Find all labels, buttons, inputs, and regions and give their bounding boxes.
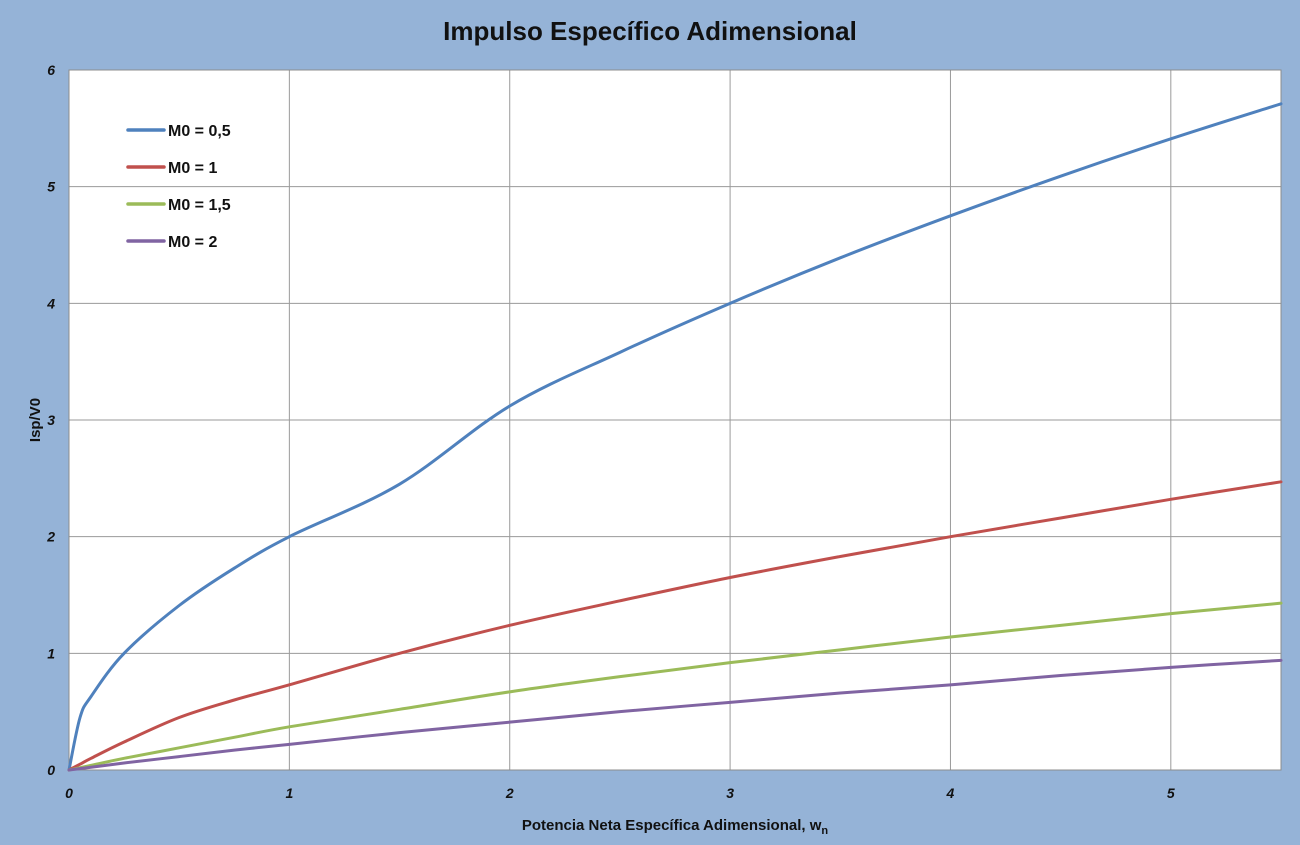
x-tick-label: 2 [505, 785, 514, 801]
y-tick-label: 1 [47, 645, 55, 661]
y-tick-label: 5 [47, 179, 55, 195]
legend-label: M0 = 0,5 [168, 123, 231, 140]
series-line [67, 480, 1283, 772]
chart-title: Impulso Específico Adimensional [443, 16, 857, 46]
series-line [67, 601, 1283, 772]
x-tick-label: 3 [726, 785, 734, 801]
series-line [67, 658, 1283, 772]
x-tick-label: 1 [285, 785, 293, 801]
plot-area: 0 1 2 3 4 5 0 1 2 3 4 5 6 [46, 62, 1283, 801]
y-tick-label: 3 [47, 412, 55, 428]
x-tick-label: 0 [65, 785, 73, 801]
plot-border [68, 69, 1282, 771]
y-tick-label: 0 [47, 762, 55, 778]
legend-label: M0 = 1,5 [168, 197, 231, 214]
legend-label: M0 = 2 [168, 234, 217, 251]
x-tick-label: 5 [1167, 785, 1175, 801]
x-axis-label: Potencia Neta Específica Adimensional, w… [522, 817, 829, 837]
legend-label: M0 = 1 [168, 160, 217, 177]
y-tick-label: 2 [46, 529, 55, 545]
x-axis-label-main: Potencia Neta Específica Adimensional, w [522, 817, 822, 834]
series-line [67, 102, 1283, 772]
x-axis-label-subscript: n [821, 825, 828, 837]
x-tick-label: 4 [946, 785, 955, 801]
y-tick-label: 4 [46, 295, 55, 311]
y-axis-label: Isp/V0 [27, 398, 44, 442]
y-tick-label: 6 [47, 62, 55, 78]
legend: M0 = 0,5 M0 = 1 M0 = 1,5 M0 = 2 [126, 123, 231, 251]
